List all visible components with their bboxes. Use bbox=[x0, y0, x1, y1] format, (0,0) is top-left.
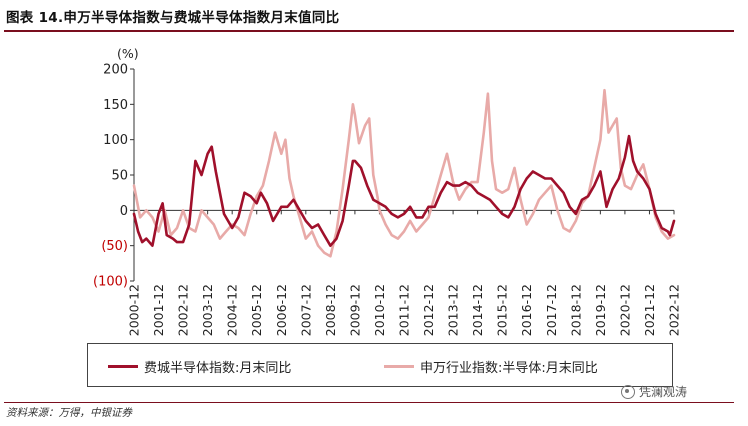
x-tick-label: 2022-12 bbox=[667, 284, 682, 336]
watermark: 凭澜观涛 bbox=[621, 383, 687, 400]
x-tick-label: 2004-12 bbox=[225, 284, 240, 336]
x-tick-label: 2012-12 bbox=[421, 284, 436, 336]
x-tick-label: 2013-12 bbox=[446, 284, 461, 336]
y-tick-label: (100) bbox=[93, 275, 128, 290]
legend-item-sox: 费城半导体指数:月末同比 bbox=[108, 357, 291, 376]
y-tick-label: 100 bbox=[103, 133, 128, 148]
watermark-text: 凭澜观涛 bbox=[639, 385, 688, 399]
x-tick-label: 2011-12 bbox=[397, 284, 412, 336]
x-tick-label: 2017-12 bbox=[544, 284, 559, 336]
x-tick-label: 2000-12 bbox=[127, 284, 142, 336]
legend-label-sw: 申万行业指数:半导体:月末同比 bbox=[420, 361, 598, 376]
x-tick-label: 2007-12 bbox=[298, 284, 313, 336]
x-tick-label: 2019-12 bbox=[593, 284, 608, 336]
y-tick-label: 150 bbox=[103, 98, 128, 113]
x-tick-label: 2016-12 bbox=[519, 284, 534, 336]
x-tick-label: 2009-12 bbox=[347, 284, 362, 336]
series-line-sox bbox=[132, 134, 676, 247]
y-tick-label: 0 bbox=[120, 204, 128, 219]
title-rule bbox=[4, 30, 734, 32]
x-tick-label: 2020-12 bbox=[617, 284, 632, 336]
y-tick-label: 50 bbox=[111, 169, 128, 184]
x-tick-label: 2018-12 bbox=[568, 284, 583, 336]
bottom-rule bbox=[4, 402, 734, 403]
legend: 费城半导体指数:月末同比 申万行业指数:半导体:月末同比 bbox=[87, 343, 673, 387]
x-tick-label: 2014-12 bbox=[470, 284, 485, 336]
x-tick-label: 2015-12 bbox=[495, 284, 510, 336]
x-tick-label: 2002-12 bbox=[176, 284, 191, 336]
source-note: 资料来源：万得，中银证券 bbox=[6, 407, 132, 419]
legend-label-sox: 费城半导体指数:月末同比 bbox=[144, 361, 292, 376]
y-tick-label: (50) bbox=[101, 239, 128, 254]
legend-item-sw: 申万行业指数:半导体:月末同比 bbox=[384, 357, 598, 376]
x-tick-label: 2003-12 bbox=[200, 284, 215, 336]
x-tick-label: 2021-12 bbox=[642, 284, 657, 336]
y-axis-unit: (%) bbox=[117, 46, 139, 61]
x-tick-label: 2006-12 bbox=[274, 284, 289, 336]
legend-swatch-sw bbox=[384, 365, 414, 368]
y-tick-label: 200 bbox=[103, 63, 128, 78]
x-tick-label: 2005-12 bbox=[249, 284, 264, 336]
figure-title: 图表 14.申万半导体指数与费城半导体指数月末值同比 bbox=[6, 10, 340, 26]
wechat-icon bbox=[621, 384, 635, 399]
x-tick-label: 2001-12 bbox=[151, 284, 166, 336]
x-tick-label: 2010-12 bbox=[372, 284, 387, 336]
x-tick-label: 2008-12 bbox=[323, 284, 338, 336]
legend-swatch-sox bbox=[108, 365, 138, 368]
